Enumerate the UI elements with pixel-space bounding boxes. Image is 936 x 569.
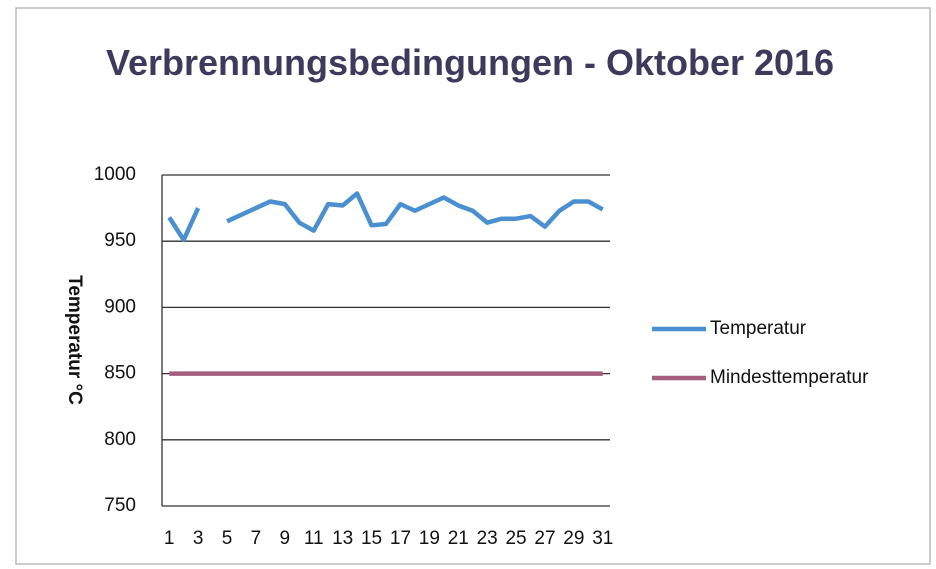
y-tick-label: 800: [104, 429, 136, 450]
x-tick-label: 7: [251, 528, 262, 549]
x-tick-label: 1: [164, 528, 175, 549]
series-line: [167, 191, 604, 243]
y-axis-label: Temperatur °C: [64, 275, 85, 405]
x-tick-label: 19: [419, 528, 440, 549]
x-tick-label: 3: [193, 528, 204, 549]
x-tick-label: 27: [534, 528, 555, 549]
x-tick-label: 29: [563, 528, 584, 549]
x-tick-label: 21: [448, 528, 469, 549]
x-tick-label: 9: [280, 528, 291, 549]
x-tick-label: 13: [332, 528, 353, 549]
x-tick-label: 15: [361, 528, 382, 549]
y-tick-label: 750: [104, 495, 136, 516]
x-tick-label: 17: [390, 528, 411, 549]
y-tick-label: 1000: [94, 164, 136, 185]
x-tick-label: 23: [477, 528, 498, 549]
y-tick-label: 900: [104, 296, 136, 317]
x-tick-label: 5: [222, 528, 233, 549]
legend-label: Temperatur: [710, 318, 807, 339]
x-tick-label: 11: [304, 528, 324, 549]
chart-title: Verbrennungsbedingungen - Oktober 2016: [105, 42, 835, 83]
chart-frame: [15, 7, 931, 565]
legend-label: Mindesttemperatur: [710, 367, 869, 388]
y-tick-label: 850: [104, 363, 136, 384]
y-tick-label: 950: [104, 230, 136, 251]
x-tick-label: 25: [505, 528, 526, 549]
x-tick-label: 31: [592, 528, 613, 549]
